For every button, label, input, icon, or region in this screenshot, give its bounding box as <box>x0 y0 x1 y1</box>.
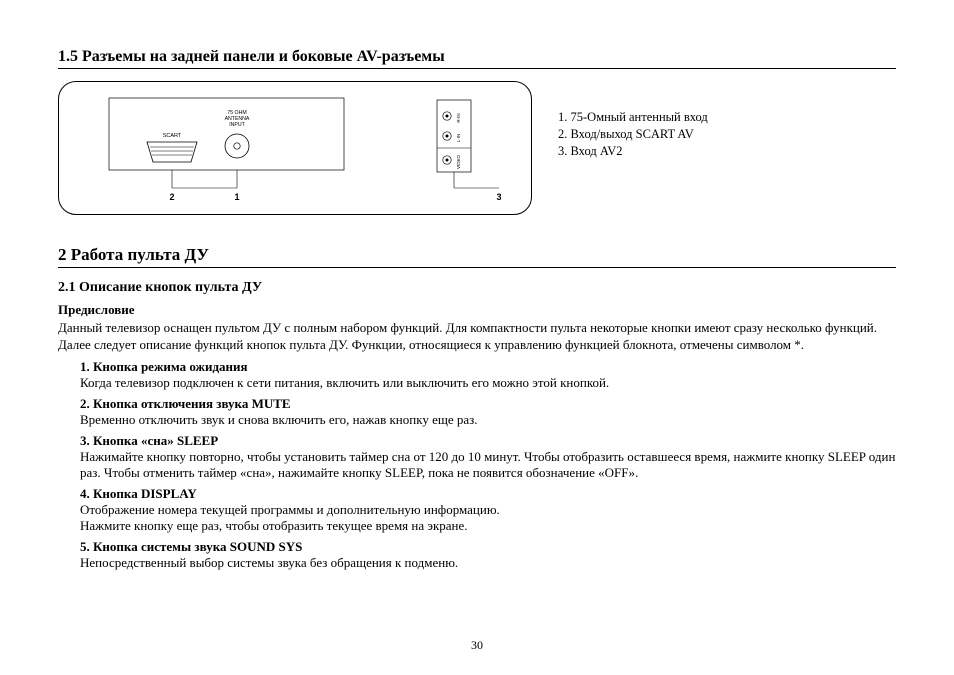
svg-text:1: 1 <box>234 192 239 202</box>
svg-text:L-IN: L-IN <box>456 134 461 143</box>
remote-item-text: Когда телевизор подключен к сети питания… <box>80 375 896 392</box>
section-1-5-heading: 1.5 Разъемы на задней панели и боковые A… <box>58 48 896 66</box>
rear-panel-diagram: 75 OHM ANTENNA INPUT SCART 2 1 <box>58 81 532 215</box>
remote-item-title: 2. Кнопка отключения звука MUTE <box>80 396 896 412</box>
diagram-row: 75 OHM ANTENNA INPUT SCART 2 1 <box>58 81 896 215</box>
svg-text:2: 2 <box>169 192 174 202</box>
page-content: 1.5 Разъемы на задней панели и боковые A… <box>0 0 954 572</box>
remote-item-text: Нажмите кнопку еще раз, чтобы отобразить… <box>80 518 896 535</box>
remote-item-text: Временно отключить звук и снова включить… <box>80 412 896 429</box>
svg-text:SCART: SCART <box>163 133 182 139</box>
legend-line-1: 1. 75-Омный антенный вход <box>558 109 708 126</box>
remote-item-title: 4. Кнопка DISPLAY <box>80 486 896 502</box>
svg-text:R-IN: R-IN <box>456 113 461 122</box>
legend-line-2: 2. Вход/выход SCART AV <box>558 126 708 143</box>
diagram-legend: 1. 75-Омный антенный вход 2. Вход/выход … <box>558 81 708 160</box>
remote-items-list: 1. Кнопка режима ожиданияКогда телевизор… <box>58 359 896 571</box>
remote-item-title: 1. Кнопка режима ожидания <box>80 359 896 375</box>
legend-line-3: 3. Вход AV2 <box>558 143 708 160</box>
section-2-1-heading: 2.1 Описание кнопок пульта ДУ <box>58 280 896 296</box>
rule-1 <box>58 68 896 69</box>
section-2-heading: 2 Работа пульта ДУ <box>58 245 896 265</box>
remote-item-text: Отображение номера текущей программы и д… <box>80 502 896 519</box>
remote-item-title: 3. Кнопка «сна» SLEEP <box>80 433 896 449</box>
svg-text:INPUT: INPUT <box>229 122 245 128</box>
remote-item-text: Нажимайте кнопку повторно, чтобы установ… <box>80 449 896 482</box>
diagram-svg: 75 OHM ANTENNA INPUT SCART 2 1 <box>59 82 531 214</box>
page-number: 30 <box>0 638 954 653</box>
preface-text: Данный телевизор оснащен пультом ДУ с по… <box>58 320 896 353</box>
remote-item-title: 5. Кнопка системы звука SOUND SYS <box>80 539 896 555</box>
preface-label: Предисловие <box>58 302 896 318</box>
rule-2 <box>58 267 896 268</box>
remote-item-text: Непосредственный выбор системы звука без… <box>80 555 896 572</box>
svg-text:3: 3 <box>496 192 501 202</box>
svg-text:VIDEO: VIDEO <box>456 155 461 170</box>
